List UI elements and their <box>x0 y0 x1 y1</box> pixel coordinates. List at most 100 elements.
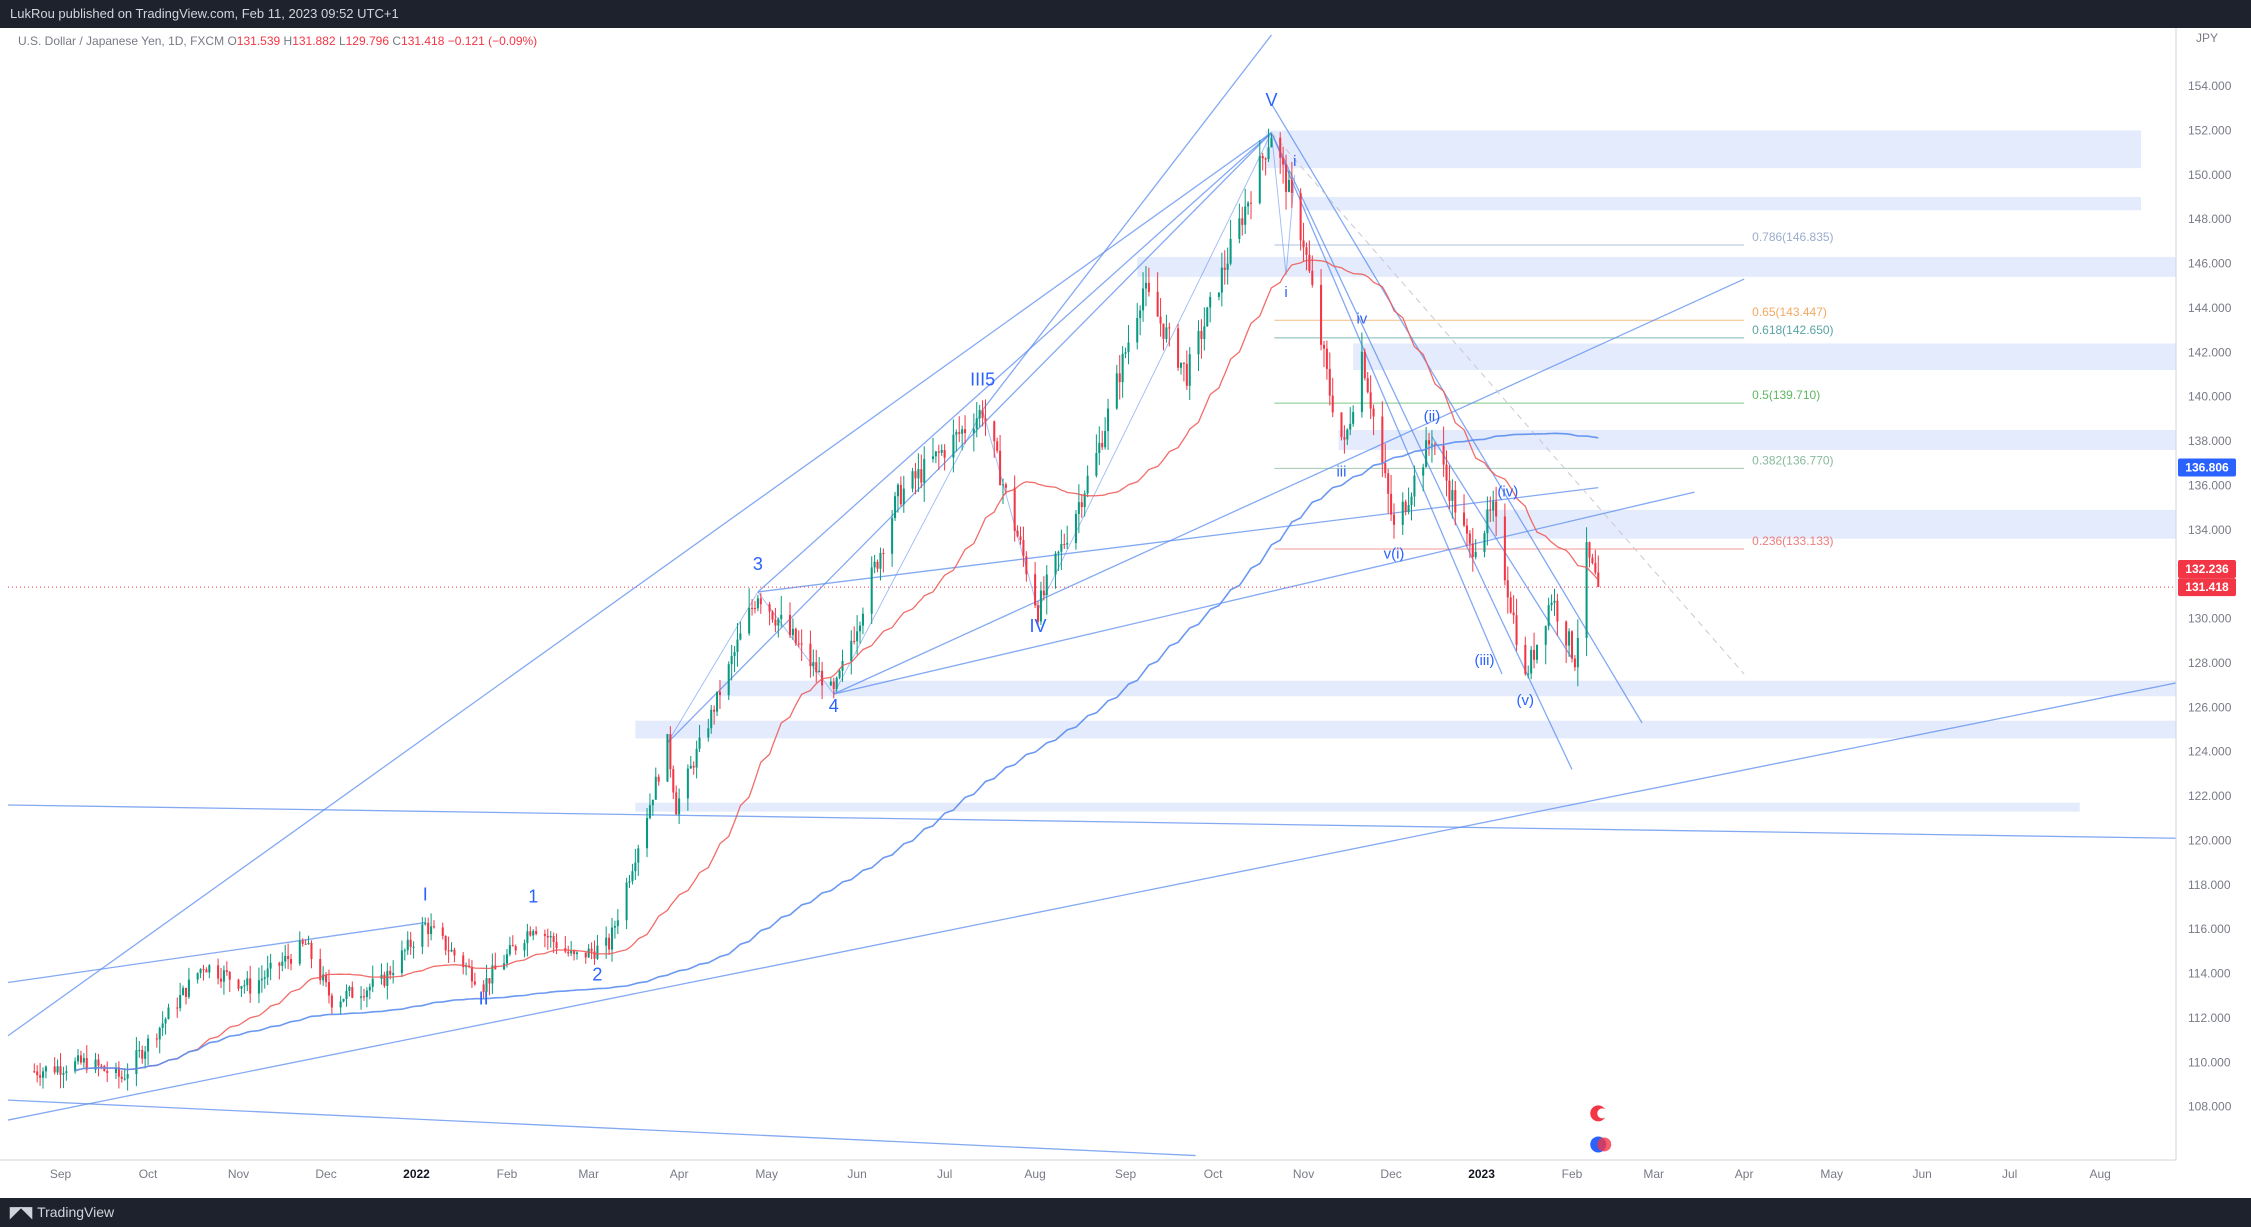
candle-body <box>1445 464 1448 481</box>
candle-body <box>432 926 436 928</box>
candle-body <box>1384 463 1387 474</box>
candle-body <box>1127 342 1130 353</box>
candle-body <box>1270 137 1273 148</box>
candle-body <box>412 946 415 948</box>
candle-body <box>342 999 345 1002</box>
candle-body <box>1492 501 1495 511</box>
candle-body <box>651 799 654 806</box>
candle-body <box>1045 574 1048 595</box>
candle-body <box>246 978 249 986</box>
candle-body <box>266 968 269 978</box>
wave-label: i <box>1284 284 1287 301</box>
candle-body <box>182 987 185 996</box>
price-tick-label: 128.000 <box>2188 656 2232 670</box>
candle-body <box>1553 600 1556 603</box>
candle-body <box>117 1067 120 1077</box>
candle-body <box>1022 540 1025 557</box>
candle-body <box>187 979 190 997</box>
candle-body <box>625 882 628 921</box>
candle-body <box>260 978 263 981</box>
candle-body <box>123 1078 126 1080</box>
candle-body <box>759 598 762 605</box>
candle-body <box>77 1055 80 1062</box>
candle-body <box>278 962 281 966</box>
candle-body <box>1413 475 1416 497</box>
candle-body <box>138 1050 141 1052</box>
candle-body <box>219 978 223 982</box>
candle-body <box>1430 444 1433 446</box>
candle-body <box>882 552 885 554</box>
candle-body <box>184 987 188 997</box>
candle-body <box>873 561 876 568</box>
candle-body <box>257 980 260 994</box>
candle-body <box>672 769 675 793</box>
candle-body <box>1098 442 1101 454</box>
candle-body <box>1407 505 1410 512</box>
candle-body <box>284 955 287 962</box>
candle-body <box>430 926 433 935</box>
candle-body <box>689 765 692 769</box>
candle-body <box>144 1051 147 1059</box>
candle-body <box>1177 328 1180 368</box>
fib-level-label: 0.65(143.447) <box>1752 305 1827 319</box>
candle-body <box>1427 440 1431 445</box>
candle-body <box>1267 147 1270 160</box>
price-tick-label: 152.000 <box>2188 123 2232 137</box>
fib-level-label: 0.236(133.133) <box>1752 534 1833 548</box>
candle-body <box>1527 673 1530 675</box>
wave-label: 3 <box>753 554 763 574</box>
candle-body <box>179 995 182 1009</box>
price-tick-label: 130.000 <box>2188 612 2232 626</box>
time-tick-label: Oct <box>139 1167 158 1181</box>
candle-body <box>829 681 832 686</box>
candle-body <box>791 628 794 636</box>
wave-label: (iii) <box>1474 652 1494 669</box>
candle-body <box>1565 621 1568 646</box>
candle-body <box>669 734 672 770</box>
candle-body <box>1442 445 1445 465</box>
price-chart[interactable]: 0.786(146.835) 0.65(143.447) 0.618(142.650… <box>0 28 2251 1198</box>
candle-body <box>1381 416 1384 464</box>
time-tick-label: Dec <box>1380 1167 1401 1181</box>
sr-zone <box>1338 429 2176 450</box>
time-tick-label: 2023 <box>1468 1167 1495 1181</box>
price-badge-label: 131.418 <box>2185 580 2229 594</box>
price-badge-label: 132.236 <box>2185 562 2229 576</box>
tradingview-logo[interactable]: ◤◥ TradingView <box>10 1198 114 1227</box>
high-key: H <box>283 34 293 48</box>
candle-body <box>1139 310 1142 318</box>
candle-body <box>1285 164 1288 192</box>
sr-zone <box>1265 130 2141 169</box>
candle-body <box>628 881 631 883</box>
price-badge <box>2178 458 2236 477</box>
candle-body <box>1404 501 1407 512</box>
candle-body <box>114 1067 117 1073</box>
candle-body <box>1503 516 1506 581</box>
candle-body <box>383 974 386 986</box>
projection-line <box>1271 132 1745 675</box>
candle-body <box>1247 202 1250 207</box>
candle-body <box>812 662 815 667</box>
candle-body <box>304 943 307 945</box>
candle-body <box>917 469 920 479</box>
candle-body <box>1401 501 1404 525</box>
symbol-name: U.S. Dollar / Japanese Yen, 1D, FXCM <box>18 34 225 48</box>
candle-body <box>955 432 958 435</box>
candle-body <box>850 640 853 662</box>
candle-body <box>546 935 549 938</box>
price-tick-label: 112.000 <box>2188 1011 2231 1025</box>
time-tick-label: May <box>755 1167 778 1181</box>
candle-body <box>327 982 330 996</box>
candle-body <box>692 765 695 768</box>
candle-body <box>1034 574 1037 606</box>
candle-body <box>1188 354 1191 386</box>
price-tick-label: 110.000 <box>2188 1055 2231 1069</box>
candle-body <box>535 931 538 934</box>
candle-body <box>1142 288 1145 311</box>
candle-body <box>1080 502 1083 508</box>
time-tick-label: Aug <box>1024 1167 1045 1181</box>
candle-body <box>1311 270 1314 285</box>
candle-body <box>1392 514 1396 525</box>
price-tick-label: 154.000 <box>2188 79 2232 93</box>
close-key: C <box>392 34 402 48</box>
